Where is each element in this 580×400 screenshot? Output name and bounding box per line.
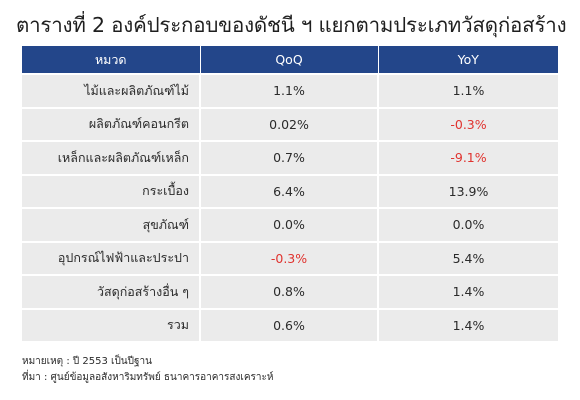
row-category: เหล็กและผลิตภัณฑ์เหล็ก [22, 140, 201, 175]
row-category: ผลิตภัณฑ์คอนกรีต [22, 106, 201, 141]
header-qoq: QoQ [200, 46, 379, 74]
row-category: ไม้และผลิตภัณฑ์ไม้ [22, 73, 201, 108]
table-header-row: หมวด QoQ YoY [22, 46, 558, 74]
row-qoq: 0.8% [200, 274, 379, 309]
row-qoq: 0.02% [200, 106, 379, 141]
table-row-total: รวม 0.6% 1.4% [22, 307, 558, 341]
table-row: วัสดุก่อสร้างอื่น ๆ 0.8% 1.4% [22, 274, 558, 309]
row-yoy: 5.4% [378, 240, 558, 275]
header-category: หมวด [22, 46, 201, 74]
source-note: ที่มา : ศูนย์ข้อมูลอสังหาริมทรัพย์ ธนาคา… [22, 372, 274, 383]
table-row: เหล็กและผลิตภัณฑ์เหล็ก 0.7% -9.1% [22, 140, 558, 175]
row-yoy: 1.4% [378, 274, 558, 309]
notes: หมายเหตุ : ปี 2553 เป็นปีฐาน ที่มา : ศูน… [22, 354, 273, 386]
row-qoq: -0.3% [200, 240, 379, 275]
row-qoq: 0.0% [200, 207, 379, 242]
row-qoq: 1.1% [200, 73, 379, 108]
row-yoy: 13.9% [378, 173, 558, 208]
row-yoy: 0.0% [378, 207, 558, 242]
table-row: ผลิตภัณฑ์คอนกรีต 0.02% -0.3% [22, 106, 558, 141]
row-yoy: -9.1% [378, 140, 558, 175]
table-row: อุปกรณ์ไฟฟ้าและประปา -0.3% 5.4% [22, 240, 558, 275]
row-category: สุขภัณฑ์ [22, 207, 201, 242]
table-row: สุขภัณฑ์ 0.0% 0.0% [22, 207, 558, 242]
row-category: อุปกรณ์ไฟฟ้าและประปา [22, 240, 201, 275]
row-yoy: -0.3% [378, 106, 558, 141]
row-category: รวม [22, 307, 201, 341]
table-row: ไม้และผลิตภัณฑ์ไม้ 1.1% 1.1% [22, 73, 558, 108]
table-body: ไม้และผลิตภัณฑ์ไม้ 1.1% 1.1% ผลิตภัณฑ์คอ… [22, 73, 558, 341]
construction-materials-table: หมวด QoQ YoY ไม้และผลิตภัณฑ์ไม้ 1.1% 1.1… [22, 46, 558, 341]
row-qoq: 0.6% [200, 307, 379, 341]
row-yoy: 1.4% [378, 307, 558, 341]
row-category: วัสดุก่อสร้างอื่น ๆ [22, 274, 201, 309]
table-title: ตารางที่ 2 องค์ประกอบของดัชนี ฯ แยกตามปร… [16, 13, 567, 37]
remark-note: หมายเหตุ : ปี 2553 เป็นปีฐาน [22, 356, 152, 367]
row-category: กระเบื้อง [22, 173, 201, 208]
row-qoq: 0.7% [200, 140, 379, 175]
header-yoy: YoY [378, 46, 558, 74]
table-row: กระเบื้อง 6.4% 13.9% [22, 173, 558, 208]
row-qoq: 6.4% [200, 173, 379, 208]
row-yoy: 1.1% [378, 73, 558, 108]
